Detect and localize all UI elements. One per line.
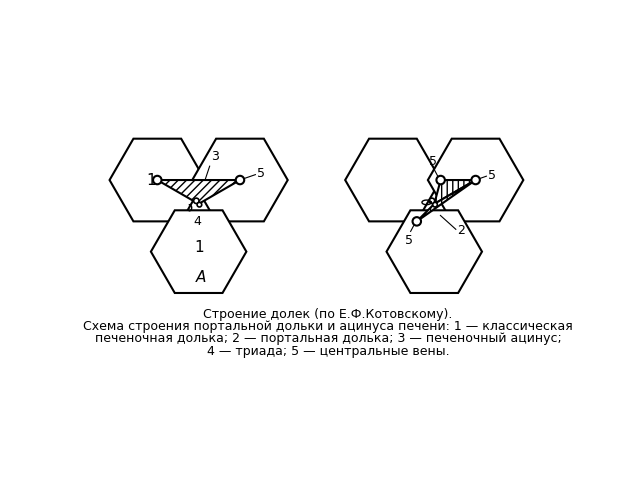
Text: 2: 2 bbox=[458, 224, 465, 237]
Polygon shape bbox=[428, 139, 524, 221]
Circle shape bbox=[433, 203, 437, 207]
Text: Схема строения портальной дольки и ацинуса печени: 1 — классическая: Схема строения портальной дольки и ацину… bbox=[83, 320, 573, 333]
Circle shape bbox=[236, 176, 244, 184]
Polygon shape bbox=[109, 139, 205, 221]
Text: 5: 5 bbox=[429, 155, 437, 168]
Polygon shape bbox=[417, 180, 476, 221]
Polygon shape bbox=[435, 180, 476, 204]
Polygon shape bbox=[157, 180, 240, 204]
Text: печеночная долька; 2 — портальная долька; 3 — печеночный ацинус;: печеночная долька; 2 — портальная долька… bbox=[95, 333, 561, 346]
Text: 3: 3 bbox=[211, 150, 219, 163]
Text: 1: 1 bbox=[194, 240, 204, 255]
Polygon shape bbox=[151, 210, 246, 293]
Text: 1: 1 bbox=[147, 172, 156, 188]
Polygon shape bbox=[345, 139, 441, 221]
Circle shape bbox=[429, 198, 435, 204]
Text: 5: 5 bbox=[405, 234, 413, 247]
Text: 4: 4 bbox=[193, 215, 201, 228]
Circle shape bbox=[153, 176, 161, 184]
Circle shape bbox=[436, 176, 445, 184]
Text: Строение долек (по Е.Ф.Котовскому).: Строение долек (по Е.Ф.Котовскому). bbox=[204, 308, 452, 321]
Text: 5: 5 bbox=[257, 168, 265, 180]
Circle shape bbox=[472, 176, 480, 184]
Circle shape bbox=[197, 203, 202, 207]
Text: А: А bbox=[196, 270, 206, 285]
Circle shape bbox=[194, 198, 199, 204]
Text: 4 — триада; 5 — центральные вены.: 4 — триада; 5 — центральные вены. bbox=[207, 345, 449, 358]
Text: 5: 5 bbox=[488, 169, 496, 182]
Polygon shape bbox=[192, 139, 288, 221]
Polygon shape bbox=[387, 210, 482, 293]
Circle shape bbox=[413, 217, 421, 226]
